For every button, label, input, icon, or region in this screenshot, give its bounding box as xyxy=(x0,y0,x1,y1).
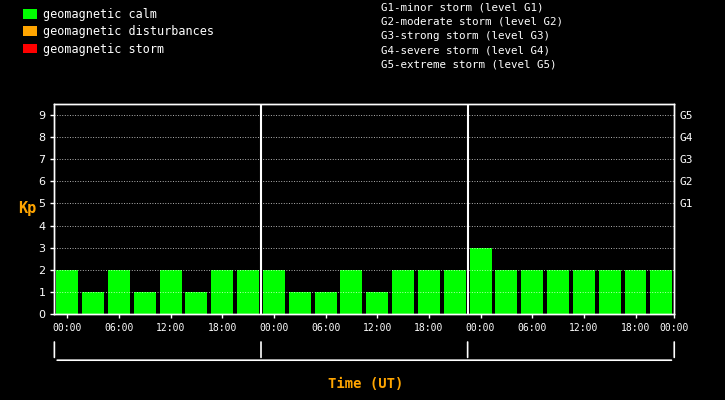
Bar xyxy=(366,292,388,314)
Bar xyxy=(547,270,569,314)
Bar xyxy=(444,270,465,314)
Bar xyxy=(211,270,233,314)
Bar xyxy=(341,270,362,314)
Bar xyxy=(392,270,414,314)
Bar xyxy=(418,270,440,314)
Bar xyxy=(57,270,78,314)
Bar xyxy=(470,248,492,314)
Bar xyxy=(650,270,672,314)
Bar xyxy=(237,270,259,314)
Bar xyxy=(134,292,156,314)
Bar xyxy=(263,270,285,314)
Bar xyxy=(495,270,518,314)
Text: Time (UT): Time (UT) xyxy=(328,377,404,391)
Bar xyxy=(521,270,543,314)
Y-axis label: Kp: Kp xyxy=(18,202,36,216)
Bar xyxy=(599,270,621,314)
Bar xyxy=(573,270,594,314)
Bar xyxy=(289,292,311,314)
Legend: geomagnetic calm, geomagnetic disturbances, geomagnetic storm: geomagnetic calm, geomagnetic disturbanc… xyxy=(20,6,216,58)
Bar xyxy=(160,270,181,314)
Bar xyxy=(186,292,207,314)
Text: G1-minor storm (level G1)
G2-moderate storm (level G2)
G3-strong storm (level G3: G1-minor storm (level G1) G2-moderate st… xyxy=(381,2,563,70)
Bar xyxy=(624,270,647,314)
Bar xyxy=(315,292,336,314)
Bar xyxy=(108,270,130,314)
Bar xyxy=(82,292,104,314)
